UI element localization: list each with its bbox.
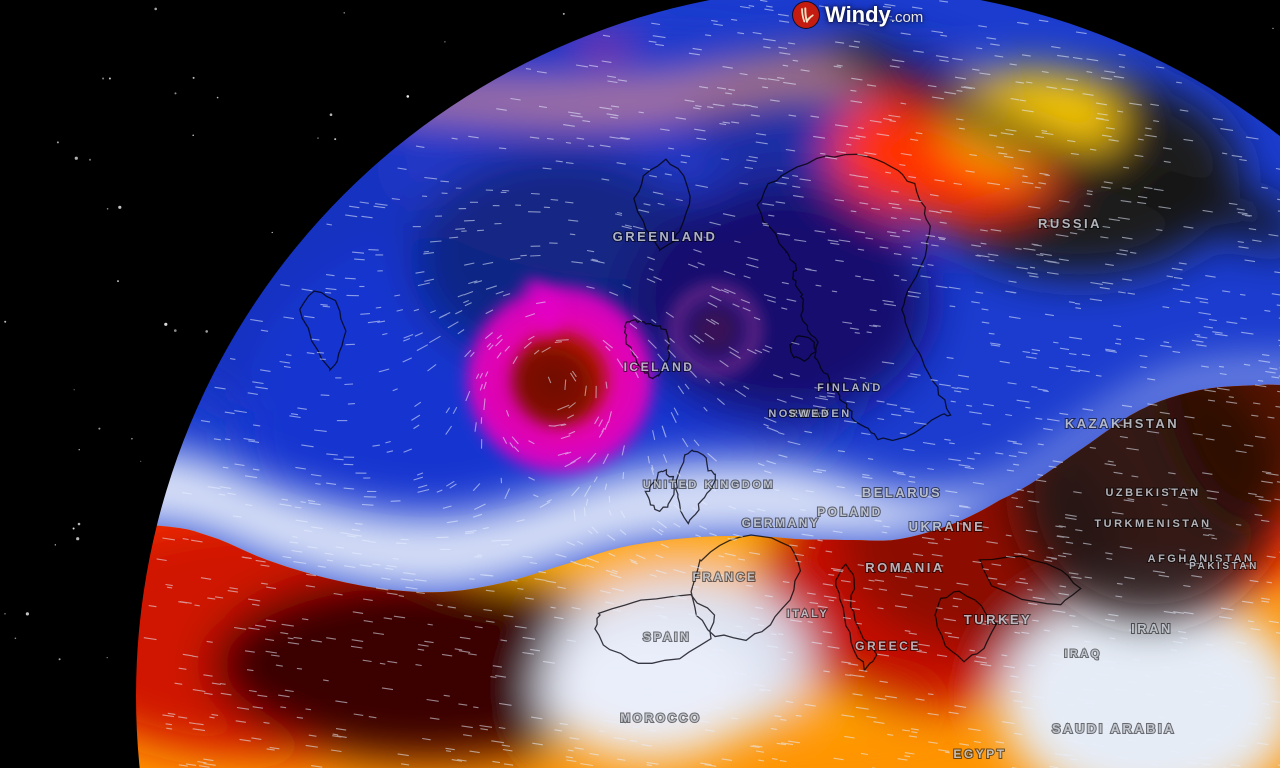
svg-text:ITALY: ITALY	[787, 608, 829, 620]
svg-text:UKRAINE: UKRAINE	[909, 519, 986, 534]
svg-text:BELARUS: BELARUS	[862, 485, 942, 500]
svg-text:MOROCCO: MOROCCO	[620, 711, 702, 725]
svg-text:GREENLAND: GREENLAND	[613, 229, 718, 244]
svg-text:SWEDEN: SWEDEN	[788, 408, 851, 420]
svg-text:PAKISTAN: PAKISTAN	[1189, 561, 1259, 572]
svg-text:EGYPT: EGYPT	[953, 747, 1006, 761]
svg-text:FINLAND: FINLAND	[817, 382, 883, 394]
svg-text:KAZAKHSTAN: KAZAKHSTAN	[1065, 416, 1179, 431]
svg-text:GERMANY: GERMANY	[742, 516, 821, 530]
svg-text:FRANCE: FRANCE	[693, 570, 758, 584]
svg-text:POLAND: POLAND	[817, 505, 883, 519]
svg-text:SPAIN: SPAIN	[643, 630, 691, 644]
svg-text:UNITED KINGDOM: UNITED KINGDOM	[643, 479, 775, 491]
svg-text:UZBEKISTAN: UZBEKISTAN	[1105, 487, 1200, 499]
svg-text:GREECE: GREECE	[855, 639, 921, 653]
svg-text:SAUDI ARABIA: SAUDI ARABIA	[1052, 721, 1176, 736]
svg-text:RUSSIA: RUSSIA	[1038, 216, 1102, 231]
svg-text:ROMANIA: ROMANIA	[865, 560, 945, 575]
svg-text:ICELAND: ICELAND	[624, 360, 695, 374]
svg-text:TURKMENISTAN: TURKMENISTAN	[1094, 518, 1211, 530]
svg-text:TURKEY: TURKEY	[964, 612, 1032, 627]
svg-text:IRAQ: IRAQ	[1064, 648, 1102, 660]
svg-text:IRAN: IRAN	[1131, 621, 1173, 636]
